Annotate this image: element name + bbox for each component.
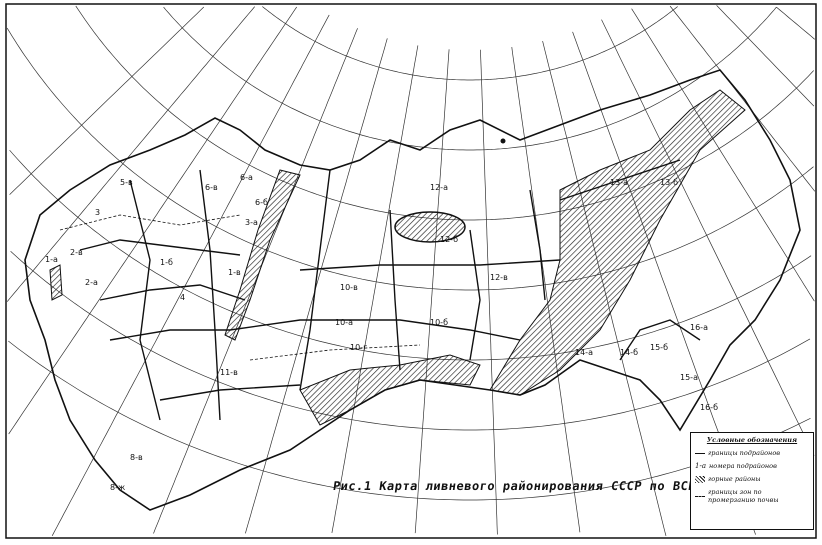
legend-item-boundaries: границы подрайонов [695,449,809,457]
legend-item-numbers: 1-а номера подрайонов [695,462,809,470]
region-label: 14-а [575,348,593,357]
region-label: 4 [180,293,185,302]
parallel-line [10,251,811,431]
legend-item-frost-zones: границы зон по промерзанию почвы [695,488,809,504]
legend-label: номера подрайонов [709,462,777,470]
parallel-line [9,149,812,361]
region-label: 13-б [660,178,678,187]
meridian-line [414,49,450,534]
region-label: 8-в [130,453,143,462]
region-label: 10-г [350,343,367,352]
region-label: 11-в [220,368,238,377]
region-label: 1-в [228,268,241,277]
subregion-boundaries [79,159,701,421]
meridian-line [669,5,816,192]
city-marker [500,138,506,144]
legend-label: границы зон по промерзанию почвы [708,488,779,504]
meridian-line [6,6,255,302]
meridian-line [331,45,419,533]
region-label: 2-а [85,278,98,287]
mountain-zone-east [489,89,746,396]
region-label: 16-б [700,403,718,412]
region-label: 16-а [690,323,708,332]
region-label: 3 [95,208,100,217]
region-label: 1-б [160,258,173,267]
meridian-line [631,8,815,302]
region-label: 15-б [650,343,668,352]
region-label: 10-в [340,283,358,292]
hatch-swatch [695,475,705,483]
parallel-line [8,340,811,501]
mountain-zone-caucasus [49,264,63,301]
region-label: 12-в [490,273,508,282]
region-label: 1-а [45,255,58,264]
region-label: 2-в [70,248,83,257]
mountain-zone-urals [224,169,301,341]
region-label: 13-а [610,178,628,187]
region-label: 15-а [680,373,698,382]
region-label: 10-б [430,318,448,327]
mountain-zone-south [299,354,481,426]
parallel-line [163,6,777,151]
country-outline [24,69,801,511]
meridian-line [776,6,815,40]
region-label: 12-б [440,235,458,244]
meridian-line [9,6,205,195]
meridian-line [245,38,388,534]
meridian-line [601,19,815,456]
parallel-line [6,27,814,291]
region-label: 6-в [205,183,218,192]
boundary-line-swatch [695,452,705,454]
region-label: 3-а [245,218,258,227]
meridian-line [51,14,330,536]
legend-item-mountains: горные районы [695,475,809,483]
meridian-line [480,49,498,535]
region-label: 6-б [255,198,268,207]
legend: Условные обозначения границы подрайонов … [690,432,814,530]
mountain-zone-plateau [394,211,466,243]
meridian-line [716,5,815,107]
frost-zone-boundaries [59,214,421,361]
legend-label: горные районы [708,475,761,483]
number-swatch: 1-а [695,462,706,470]
dashed-line-swatch [695,495,705,497]
region-label: 5-в [120,178,133,187]
region-label: 10-а [335,318,353,327]
region-label: 14-б [620,348,638,357]
region-label: 6-а [240,173,253,182]
legend-label: границы подрайонов [708,449,781,457]
legend-title: Условные обозначения [706,436,798,444]
region-label: 12-а [430,183,448,192]
region-label: 8-ж [110,483,125,492]
map-caption: Рис.1 Карта ливневого районирования СССР… [332,479,744,493]
map-frame [5,3,817,539]
meridian-line [511,47,581,533]
